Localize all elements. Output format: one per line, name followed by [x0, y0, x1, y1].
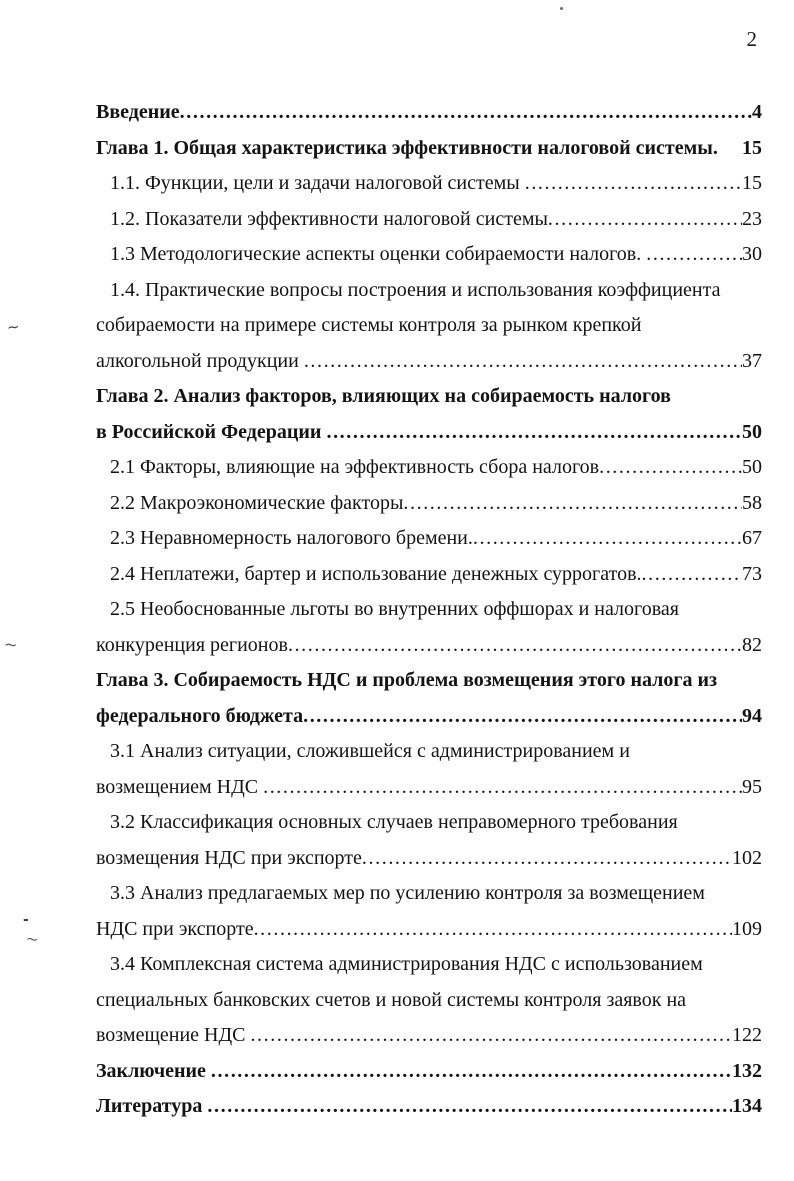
dot-leader — [548, 202, 742, 238]
dot-leader — [207, 1089, 732, 1125]
toc-entry: 3.3 Анализ предлагаемых мер по усилению … — [96, 876, 762, 947]
toc-entry: 2.3 Неравномерность налогового бремени. 6… — [96, 521, 762, 557]
toc-entry: 2.2 Макроэкономические факторы 58 — [96, 486, 762, 522]
toc-entry-text: 3.4 Комплексная система администрировани… — [110, 953, 703, 975]
dot-leader — [288, 628, 742, 664]
toc-entry: Глава 1. Общая характеристика эффективно… — [96, 131, 762, 167]
toc-entry-text: специальных банковских счетов и новой си… — [96, 988, 687, 1011]
toc-page-ref: 95 — [742, 775, 762, 798]
toc-page-ref: 67 — [742, 527, 762, 549]
toc-entry-text: возмещения НДС при экспорте — [96, 846, 362, 869]
toc-entry-text: 1.2. Показатели эффективности налоговой … — [110, 207, 548, 230]
toc-entry: 2.5 Необоснованные льготы во внутренних … — [96, 592, 762, 663]
toc-entry-text: в Российской Федерации — [96, 420, 327, 443]
toc-entry-text: Литература — [96, 1095, 208, 1117]
dot-leader — [646, 237, 742, 273]
dot-leader — [180, 95, 752, 131]
toc-entry-text: 2.3 Неравномерность налогового бремени. — [110, 527, 473, 549]
toc-entry: Введение 4 — [96, 95, 762, 131]
toc-entry: 1.1. Функции, цели и задачи налоговой си… — [96, 166, 762, 202]
dot-leader — [642, 557, 742, 593]
toc-entry-text: Глава 2. Анализ факторов, влияющих на со… — [96, 385, 671, 407]
toc-entry-text: возмещением НДС — [96, 775, 264, 798]
toc-entry-text: федерального бюджета — [96, 704, 304, 727]
dot-leader — [525, 166, 742, 202]
toc-entry-text: 3.3 Анализ предлагаемых мер по усилению … — [110, 882, 705, 904]
toc-entry: 1.2. Показатели эффективности налоговой … — [96, 202, 762, 238]
dot-leader — [326, 415, 742, 451]
toc-entry: Глава 2. Анализ факторов, влияющих на со… — [96, 379, 762, 450]
toc-page-ref: 50 — [742, 420, 762, 443]
toc-page-ref: 37 — [742, 349, 762, 372]
toc-entry-text: конкуренция регионов — [96, 633, 288, 656]
toc-page-ref: 102 — [732, 846, 762, 869]
toc-entry: 2.1 Факторы, влияющие на эффективность с… — [96, 450, 762, 486]
toc-page-ref: 30 — [742, 243, 762, 265]
toc-entry: 2.4 Неплатежи, бартер и использование де… — [96, 557, 762, 593]
dot-leader — [250, 1018, 732, 1054]
dot-leader — [473, 521, 742, 557]
dot-leader — [304, 344, 742, 380]
toc-page-ref: 73 — [742, 562, 762, 585]
toc-entry: Заключение 132 — [96, 1054, 762, 1090]
toc-entry: Литература 134 — [96, 1089, 762, 1125]
toc-page-ref: 109 — [732, 917, 762, 940]
toc-entry: 1.4. Практические вопросы построения и и… — [96, 273, 762, 380]
table-of-contents: Введение 4 Глава 1. Общая характеристика э… — [96, 95, 762, 1125]
scan-artifact-mark: ~ — [24, 929, 40, 949]
toc-page-ref: 82 — [742, 633, 762, 656]
toc-entry-text: Глава 3. Собираемость НДС и проблема воз… — [96, 669, 718, 691]
scan-artifact-speck — [560, 7, 563, 10]
toc-page-ref: 23 — [742, 207, 762, 230]
dot-leader — [263, 770, 742, 806]
dot-leader — [599, 450, 742, 486]
toc-entry-text: 2.2 Макроэкономические факторы — [110, 491, 404, 514]
toc-entry-text: 2.1 Факторы, влияющие на эффективность с… — [110, 456, 600, 478]
toc-page-ref: 15 — [742, 136, 762, 159]
dot-leader — [362, 841, 732, 877]
toc-entry-text: Глава 1. Общая характеристика эффективно… — [96, 136, 718, 159]
toc-entry-text: 2.4 Неплатежи, бартер и использование де… — [110, 562, 642, 585]
toc-page-ref: 122 — [732, 1024, 762, 1046]
toc-entry-text: 1.3 Методологические аспекты оценки соби… — [110, 243, 647, 265]
toc-page-ref: 15 — [742, 172, 762, 194]
toc-entry-text: 2.5 Необоснованные льготы во внутренних … — [110, 598, 679, 620]
scan-artifact-mark: - — [22, 911, 30, 929]
toc-entry: 3.4 Комплексная система администрировани… — [96, 947, 762, 1054]
toc-entry: 1.3 Методологические аспекты оценки соби… — [96, 237, 762, 273]
toc-entry: 3.2 Классификация основных случаев непра… — [96, 805, 762, 876]
toc-entry-text: 3.2 Классификация основных случаев непра… — [110, 811, 678, 833]
toc-entry: 3.1 Анализ ситуации, сложившейся с админ… — [96, 734, 762, 805]
toc-entry: Глава 3. Собираемость НДС и проблема воз… — [96, 663, 762, 734]
dot-leader — [254, 912, 732, 948]
dot-leader — [403, 486, 742, 522]
toc-page-ref: 132 — [732, 1059, 762, 1082]
toc-entry-text: 3.1 Анализ ситуации, сложившейся с админ… — [110, 740, 630, 762]
toc-entry-text: НДС при экспорте — [96, 917, 254, 940]
page-number: 2 — [746, 27, 758, 51]
toc-page-ref: 4 — [752, 101, 762, 123]
toc-entry-text: 1.1. Функции, цели и задачи налоговой си… — [110, 172, 525, 194]
toc-entry-text: Введение — [96, 101, 180, 123]
dot-leader — [211, 1054, 732, 1090]
toc-entry-text: собираемости на примере системы контроля… — [96, 314, 642, 336]
scan-artifact-mark: ~ — [6, 317, 21, 337]
toc-entry-text: Заключение — [96, 1059, 211, 1082]
toc-page-ref: 94 — [742, 704, 762, 727]
scan-artifact-mark: ~ — [3, 634, 19, 655]
toc-page-ref: 58 — [742, 491, 762, 514]
dot-leader — [303, 699, 742, 735]
toc-page-ref: 50 — [742, 456, 762, 478]
toc-entry-text: возмещение НДС — [96, 1024, 251, 1046]
toc-entry-text: 1.4. Практические вопросы построения и и… — [110, 278, 721, 301]
toc-page-ref: 134 — [732, 1095, 762, 1117]
toc-entry-text: алкогольной продукции — [96, 349, 304, 372]
